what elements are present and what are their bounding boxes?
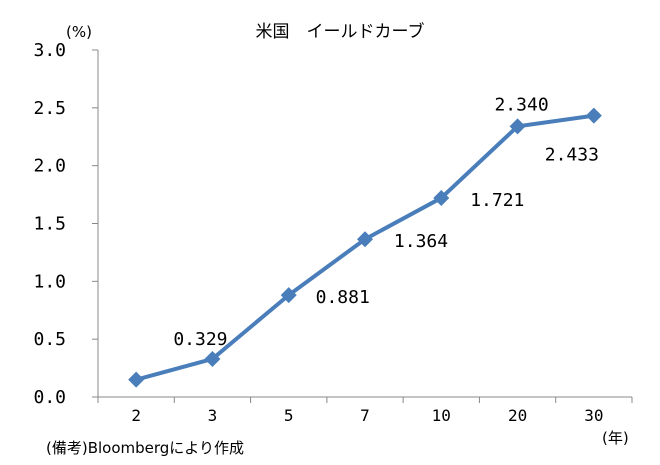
data-label: 1.364	[394, 231, 448, 252]
data-labels: 0.329 0.881 1.364 1.721 2.340 2.433	[173, 94, 599, 350]
y-tick-label: 0.5	[33, 329, 66, 350]
x-ticks: 2 3 5 7 10 20 30	[97, 397, 633, 425]
source-note: (備考)Bloombergにより作成	[46, 439, 244, 457]
x-tick-label: 3	[208, 406, 218, 425]
x-tick-label: 5	[284, 406, 294, 425]
y-tick-label: 0.0	[33, 387, 66, 408]
data-label: 2.433	[545, 145, 599, 166]
y-unit-label: (%)	[66, 23, 92, 41]
data-point-marker	[204, 350, 221, 367]
y-tick-label: 3.0	[33, 40, 66, 61]
chart-title: 米国 イールドカーブ	[256, 21, 425, 42]
data-point-marker	[280, 287, 297, 304]
data-point-marker	[585, 107, 602, 124]
y-tick-label: 2.5	[33, 98, 66, 119]
data-point-marker	[433, 189, 450, 206]
y-tick-label: 1.5	[33, 214, 66, 235]
data-point-marker	[509, 118, 526, 135]
series-group	[128, 107, 602, 388]
data-label: 0.881	[316, 287, 370, 308]
x-tick-label: 7	[360, 406, 370, 425]
data-point-marker	[128, 371, 145, 388]
y-tick-label: 2.0	[33, 156, 66, 177]
data-label: 0.329	[173, 329, 227, 350]
x-tick-label: 30	[584, 406, 603, 425]
data-label: 1.721	[470, 190, 524, 211]
y-ticks: 0.0 0.5 1.0 1.5 2.0 2.5 3.0	[33, 40, 98, 408]
x-tick-label: 10	[432, 406, 451, 425]
x-tick-label: 2	[131, 406, 141, 425]
x-tick-label: 20	[508, 406, 527, 425]
data-label: 2.340	[494, 94, 548, 115]
data-point-marker	[357, 231, 373, 248]
y-tick-label: 1.0	[33, 271, 66, 292]
x-unit-label: (年)	[602, 429, 629, 447]
